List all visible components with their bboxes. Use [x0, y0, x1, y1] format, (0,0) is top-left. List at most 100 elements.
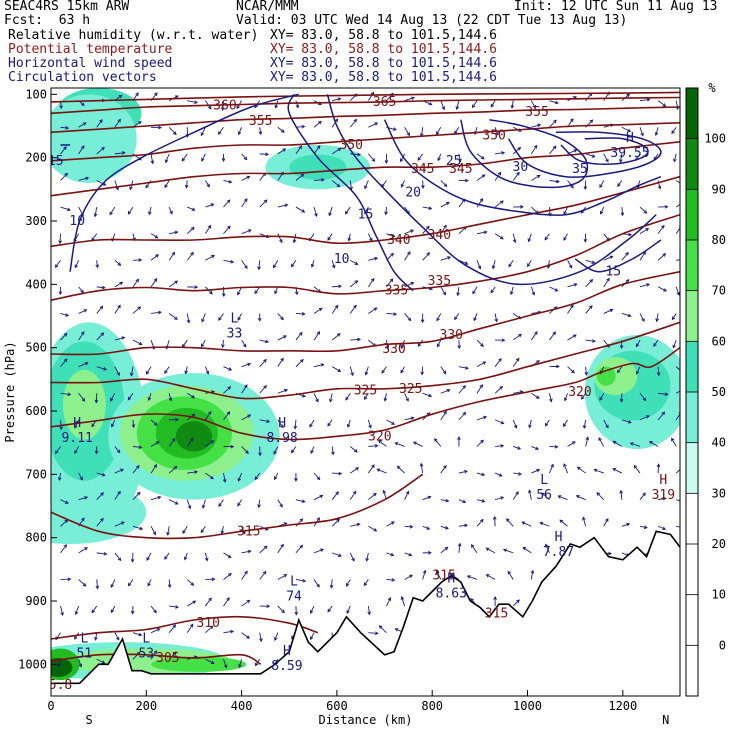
colorbar-tick-label-7: 70	[712, 284, 726, 298]
vector-581	[508, 260, 514, 267]
vector-285	[277, 335, 287, 341]
vector-head-189	[210, 203, 215, 207]
vector-head-103	[129, 372, 134, 377]
wind-contour-15-2	[326, 94, 657, 286]
vector-63	[96, 552, 107, 555]
vector-591	[506, 518, 514, 527]
vector-head-157	[167, 584, 172, 589]
vector-head-25	[82, 122, 87, 126]
field-xy-wind: XY= 83.0, 58.8 to 101.5,144.6	[270, 56, 497, 71]
vector-679	[583, 419, 587, 429]
theta-label-12: 335	[428, 274, 451, 289]
vector-702	[603, 419, 609, 429]
vector-head-67	[94, 636, 98, 641]
vector-head-122	[155, 254, 159, 258]
vector-494	[440, 389, 450, 394]
vector-head-559	[491, 265, 496, 270]
theta-label-20: 355	[525, 105, 548, 120]
vector-head-61	[101, 472, 106, 477]
vector-head-155	[166, 531, 170, 536]
vector-head-469	[420, 319, 425, 324]
vector-786	[675, 203, 680, 208]
vector-103	[127, 393, 134, 401]
vector-head-37	[74, 450, 78, 455]
vector-293	[277, 544, 284, 554]
vector-head-140	[172, 131, 177, 136]
vector-514	[454, 313, 460, 320]
vector-head-351	[327, 237, 331, 241]
vector-362	[331, 552, 342, 557]
plot-frame	[50, 87, 681, 697]
vector-725	[621, 419, 632, 424]
vector-head-622	[554, 100, 559, 105]
extremum-symbol-2: H	[73, 416, 81, 431]
vector-284	[277, 313, 284, 320]
vector-332	[313, 363, 324, 368]
vector-82	[114, 446, 121, 453]
vector-head-58	[94, 399, 99, 404]
vector-83	[114, 468, 124, 474]
wind-contour-25-4	[460, 118, 589, 189]
vector-773	[657, 464, 660, 474]
vector-head-706	[596, 492, 601, 496]
vector-head-289	[280, 424, 284, 429]
vector-head-447	[400, 344, 404, 349]
vector-head-185	[208, 105, 212, 110]
vector-head-198	[210, 440, 215, 444]
vector-head-435	[378, 625, 383, 629]
extremum-value-12: 5.8	[49, 678, 72, 693]
vector-head-518	[462, 385, 466, 389]
vector-head-218	[228, 367, 233, 371]
vector-678	[581, 393, 587, 400]
vector-head-215	[221, 293, 226, 298]
vector-447	[400, 366, 405, 374]
vector-head-591	[515, 491, 519, 495]
vector-241	[241, 384, 248, 394]
vector-head-449	[405, 397, 409, 402]
extremum-symbol-1: L	[231, 312, 239, 327]
vector-286	[277, 358, 284, 367]
vector-head-142	[164, 184, 168, 189]
vector-head-308	[301, 312, 306, 316]
vector-563	[494, 386, 503, 394]
vector-44	[78, 659, 82, 667]
vector-head-239	[237, 317, 241, 321]
vector-205	[205, 658, 215, 664]
vector-440	[400, 180, 405, 188]
vector-623	[549, 145, 557, 155]
vector-head-513	[464, 261, 469, 265]
vector-head-773	[648, 441, 653, 445]
vector-723	[617, 366, 623, 373]
vector-225	[223, 573, 232, 580]
vector-head-465	[428, 206, 433, 210]
vector-544	[476, 499, 485, 502]
vector-head-329	[310, 263, 315, 268]
vector-head-433	[391, 578, 396, 582]
vector-head-77	[119, 281, 124, 286]
vector-head-149	[164, 370, 168, 374]
vector-head-45	[78, 663, 83, 668]
vector-259	[258, 260, 261, 270]
vector-331	[313, 331, 320, 341]
vector-484	[436, 127, 442, 135]
vector-48	[96, 147, 105, 155]
vector-head-182	[189, 623, 194, 628]
vector-head-292	[279, 503, 283, 508]
vector-head-294	[280, 543, 284, 548]
vector-134	[150, 605, 157, 613]
vector-head-676	[589, 305, 593, 309]
vector-166	[186, 227, 195, 234]
vector-317	[295, 579, 306, 582]
vector-head-382	[354, 449, 358, 453]
vector-377	[350, 338, 361, 341]
vector-head-383	[355, 467, 360, 471]
vector-562	[494, 358, 502, 367]
vector-head-660	[557, 495, 562, 499]
vector-head-776	[662, 526, 667, 531]
vector-head-186	[200, 132, 205, 137]
extremum-symbol-3: H	[278, 416, 286, 431]
vector-head-638	[539, 521, 544, 526]
vector-408	[366, 552, 369, 561]
vector-head-210	[221, 158, 226, 162]
extremum-value-8: 8.63	[436, 586, 467, 601]
